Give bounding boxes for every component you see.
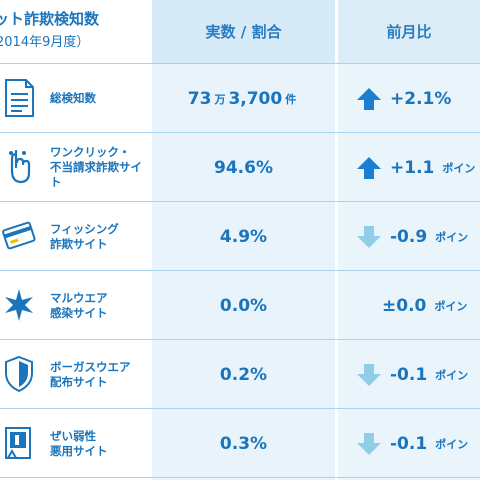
label-line: 感染サイト bbox=[50, 305, 108, 320]
hand-cursor-icon bbox=[2, 147, 36, 187]
vulnerable-window-icon bbox=[2, 423, 36, 463]
row-vulnerability: ぜい弱性 悪用サイト 0.3% -0.1 ポイン bbox=[0, 409, 480, 478]
title-line1: ット詐欺検知数 bbox=[0, 10, 100, 28]
value-column-bg bbox=[152, 0, 335, 480]
row-bogusware: ボーガスウエア 配布サイト 0.2% -0.1 ポイン bbox=[0, 340, 480, 409]
label-line: 悪用サイト bbox=[50, 443, 108, 458]
value-unit: 万 bbox=[214, 92, 226, 106]
label-line: 不当請求詐欺サイト bbox=[50, 160, 142, 189]
row-label: ボーガスウエア 配布サイト bbox=[50, 340, 150, 409]
malware-burst-icon bbox=[2, 285, 36, 325]
row-value: 0.3% bbox=[152, 409, 335, 478]
arrow-up-icon bbox=[357, 157, 381, 179]
fake-shield-icon bbox=[2, 354, 36, 394]
row-separator bbox=[0, 339, 480, 340]
row-separator bbox=[0, 408, 480, 409]
row-phishing: フィッシング 詐欺サイト 4.9% -0.9 ポイン bbox=[0, 202, 480, 271]
change-number: ±0.0 bbox=[382, 295, 427, 316]
change-value: -0.1 ポイン bbox=[390, 340, 468, 409]
arrow-down-icon bbox=[357, 364, 381, 386]
arrow-down-icon bbox=[357, 226, 381, 248]
label-line: 詐欺サイト bbox=[50, 236, 108, 251]
value-number: 73 bbox=[187, 88, 212, 109]
label-line: フィッシング bbox=[50, 221, 119, 236]
change-unit: ポイン bbox=[434, 299, 468, 313]
table-title: ット詐欺検知数 2014年9月度） bbox=[0, 8, 150, 50]
row-value: 0.2% bbox=[152, 340, 335, 409]
label-line: マルウエア bbox=[50, 290, 108, 305]
row-separator bbox=[0, 477, 480, 478]
row-oneclick: ワンクリック・ 不当請求詐欺サイト 94.6% +1.1 ポイン bbox=[0, 133, 480, 202]
label-line: 総検知数 bbox=[50, 91, 96, 105]
value-number: 4.9% bbox=[219, 226, 268, 247]
value-number: 94.6% bbox=[214, 157, 273, 178]
row-value: 0.0% bbox=[152, 271, 335, 340]
change-value: +1.1 ポイン bbox=[390, 133, 475, 202]
row-label: 総検知数 bbox=[50, 64, 150, 133]
credit-card-icon bbox=[2, 216, 36, 256]
row-label: ぜい弱性 悪用サイト bbox=[50, 409, 150, 478]
title-line2: 2014年9月度） bbox=[0, 35, 90, 50]
value-number: 3,700 bbox=[228, 88, 283, 109]
row-separator bbox=[0, 201, 480, 202]
label-line: ぜい弱性 bbox=[50, 428, 96, 443]
arrow-up-icon bbox=[357, 88, 381, 110]
change-number: -0.1 bbox=[390, 433, 428, 454]
row-separator bbox=[0, 63, 480, 64]
row-value: 73 万 3,700 件 bbox=[152, 64, 335, 133]
value-unit: 件 bbox=[285, 92, 297, 106]
row-value: 4.9% bbox=[152, 202, 335, 271]
row-label: ワンクリック・ 不当請求詐欺サイト bbox=[50, 133, 150, 202]
change-value: -0.1 ポイン bbox=[390, 409, 468, 478]
change-number: -0.1 bbox=[390, 364, 428, 385]
change-unit: ポイン bbox=[442, 161, 476, 175]
value-number: 0.0% bbox=[219, 295, 268, 316]
change-number: +2.1% bbox=[390, 88, 452, 109]
change-number: +1.1 bbox=[390, 157, 435, 178]
change-unit: ポイン bbox=[435, 437, 469, 451]
row-malware: マルウエア 感染サイト 0.0% ±0.0 ポイン bbox=[0, 271, 480, 340]
change-number: -0.9 bbox=[390, 226, 428, 247]
change-unit: ポイン bbox=[435, 368, 469, 382]
row-label: マルウエア 感染サイト bbox=[50, 271, 150, 340]
document-list-icon bbox=[2, 78, 36, 118]
value-number: 0.2% bbox=[219, 364, 268, 385]
change-value: ±0.0 ポイン bbox=[382, 271, 467, 340]
value-number: 0.3% bbox=[219, 433, 268, 454]
change-value: +2.1% bbox=[390, 64, 451, 133]
change-unit: ポイン bbox=[435, 230, 469, 244]
row-label: フィッシング 詐欺サイト bbox=[50, 202, 150, 271]
header-compare: 前月比 bbox=[338, 0, 480, 63]
arrow-down-icon bbox=[357, 433, 381, 455]
label-line: ワンクリック・ bbox=[50, 145, 131, 159]
label-line: 配布サイト bbox=[50, 374, 108, 389]
row-separator bbox=[0, 270, 480, 271]
change-value: -0.9 ポイン bbox=[390, 202, 468, 271]
row-separator bbox=[0, 132, 480, 133]
row-total: 総検知数 73 万 3,700 件 +2.1% bbox=[0, 64, 480, 133]
header-value: 実数 / 割合 bbox=[152, 0, 335, 63]
row-value: 94.6% bbox=[152, 133, 335, 202]
label-line: ボーガスウエア bbox=[50, 359, 131, 374]
